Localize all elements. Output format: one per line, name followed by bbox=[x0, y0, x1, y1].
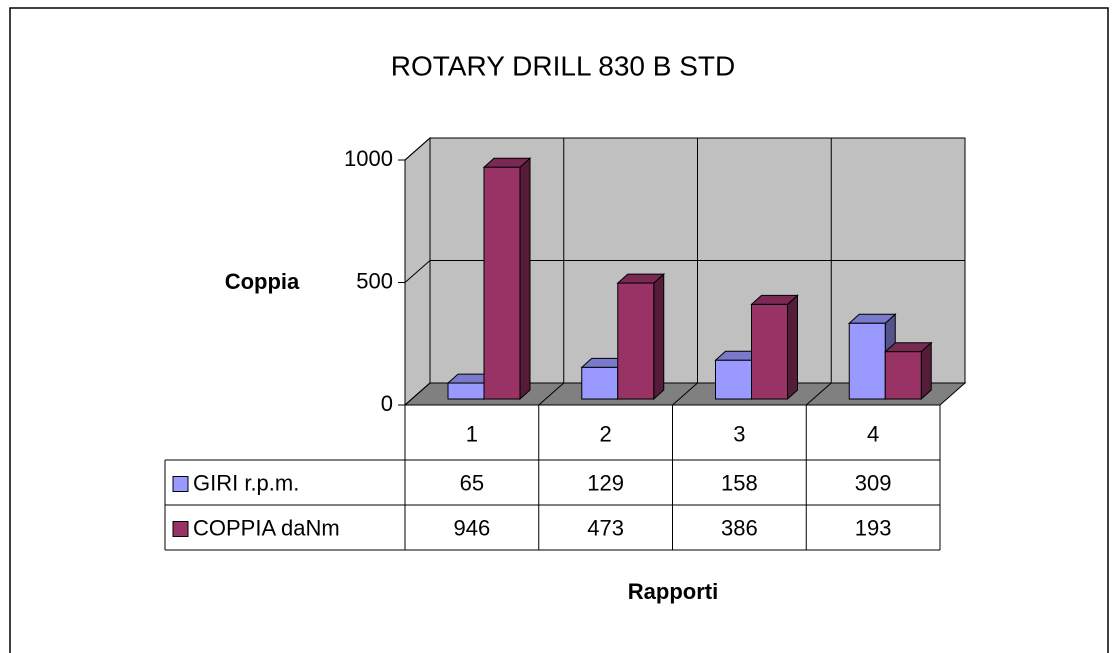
y-tick-label: 1000 bbox=[344, 146, 393, 171]
legend-label: COPPIA daNm bbox=[193, 515, 340, 540]
bar bbox=[447, 382, 485, 400]
data-label: 473 bbox=[587, 515, 624, 540]
bar-side bbox=[653, 272, 665, 401]
floor-divider bbox=[538, 382, 565, 406]
x-tick-label: 2 bbox=[600, 421, 612, 446]
data-label: 946 bbox=[454, 515, 491, 540]
grid-line bbox=[404, 137, 965, 161]
x-tick-label: 3 bbox=[733, 421, 745, 446]
y-tick-label: 0 bbox=[381, 391, 393, 416]
bar-side bbox=[787, 294, 798, 401]
x-tick-label: 4 bbox=[867, 421, 879, 446]
floor-divider bbox=[805, 382, 832, 406]
bar bbox=[884, 351, 922, 400]
data-label: 193 bbox=[855, 515, 892, 540]
bar bbox=[715, 359, 752, 400]
bar bbox=[581, 366, 619, 400]
bar bbox=[483, 166, 521, 400]
y-tick-label: 500 bbox=[356, 268, 393, 293]
data-label: 65 bbox=[460, 470, 484, 495]
data-label: 386 bbox=[721, 515, 758, 540]
y-axis-label: Coppia bbox=[225, 269, 300, 294]
bar bbox=[848, 322, 886, 400]
legend-swatch bbox=[172, 476, 189, 492]
bar-side bbox=[920, 341, 932, 401]
grid-line bbox=[404, 260, 965, 283]
floor-divider bbox=[672, 382, 698, 406]
data-label: 309 bbox=[855, 470, 892, 495]
x-axis-label: Rapporti bbox=[628, 579, 718, 604]
chart-title: ROTARY DRILL 830 B STD bbox=[391, 50, 735, 81]
bar bbox=[617, 282, 655, 400]
bar-side bbox=[519, 157, 531, 401]
legend-label: GIRI r.p.m. bbox=[193, 470, 299, 495]
legend-swatch bbox=[172, 521, 189, 537]
data-label: 158 bbox=[721, 470, 758, 495]
x-tick-label: 1 bbox=[466, 421, 478, 446]
bar bbox=[751, 303, 788, 400]
data-label: 129 bbox=[587, 470, 624, 495]
